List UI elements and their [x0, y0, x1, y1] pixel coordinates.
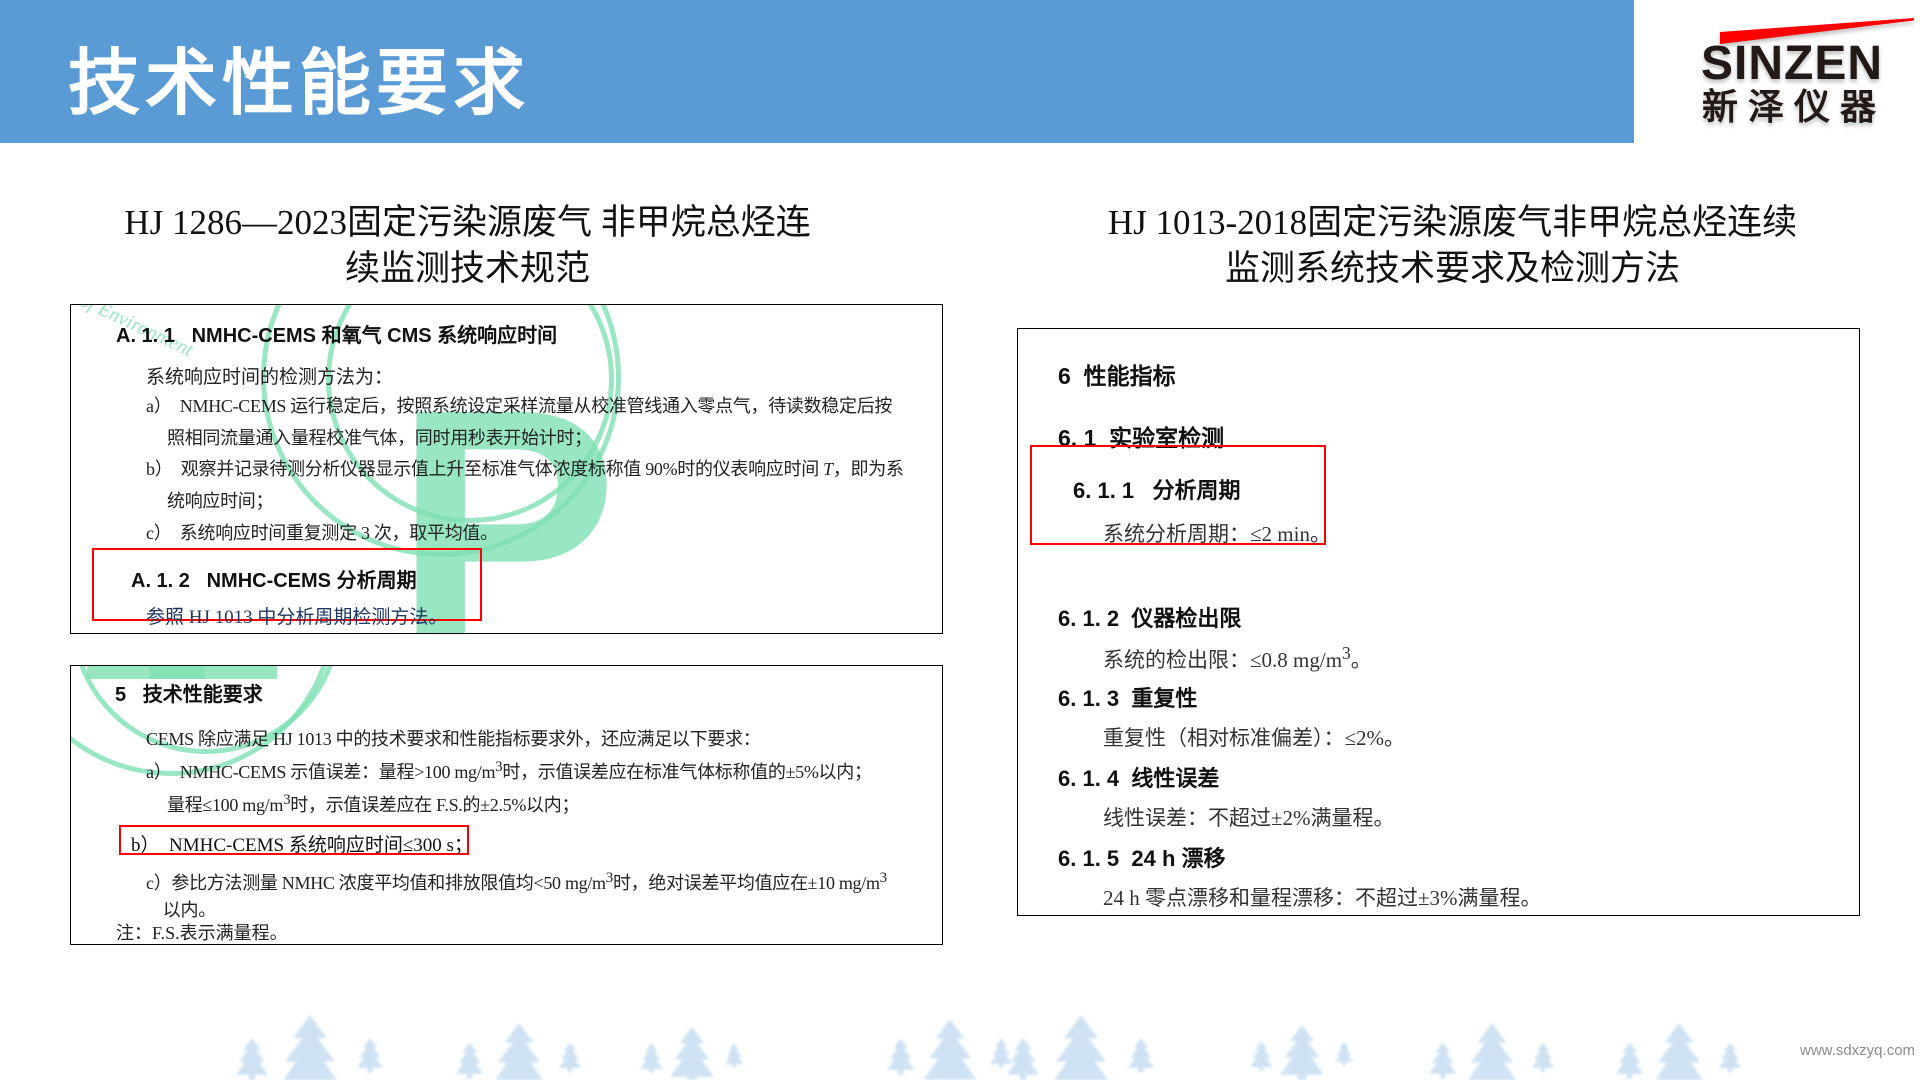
- svg-text:SINZEN: SINZEN: [1701, 37, 1883, 90]
- svg-text:新 泽 仪 器: 新 泽 仪 器: [1702, 86, 1877, 127]
